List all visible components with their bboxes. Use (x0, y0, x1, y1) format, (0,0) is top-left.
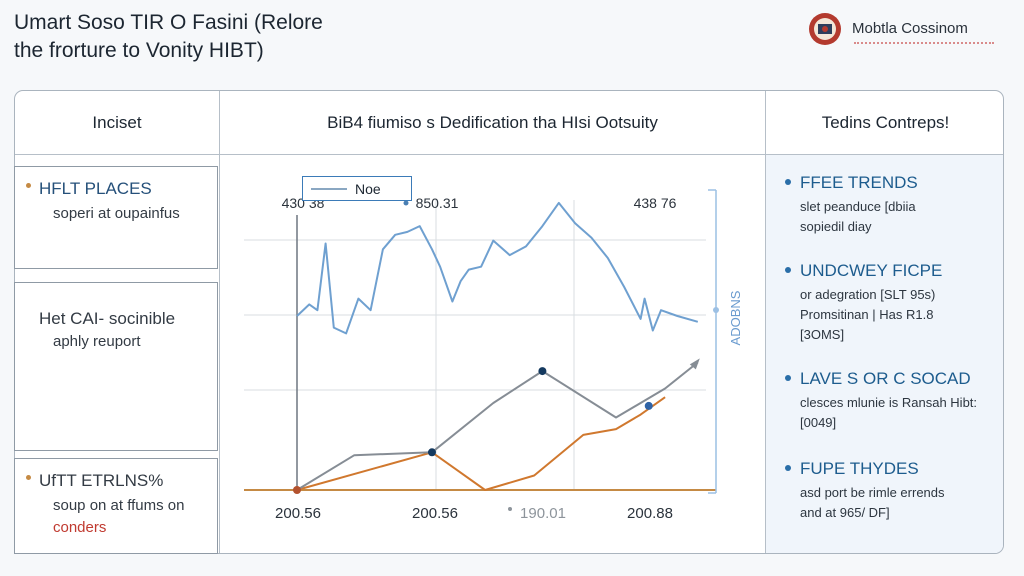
trend-detail: and at 965/ DF] (800, 505, 890, 520)
legend-swatch (311, 188, 347, 190)
trend-detail: [0049] (800, 415, 837, 430)
bullet-icon (26, 183, 31, 188)
data-point (293, 486, 301, 494)
x-tick-label: 200.56 (412, 505, 458, 522)
trends-column: FFEE TRENDS slet peanduce [dbiia sopiedi… (766, 155, 1003, 553)
trend-detail: slet peanduce [dbiia (800, 199, 916, 214)
trend-detail: or adegration [SLT 95s) (800, 287, 936, 302)
left-card-title: Het CAI- socinible (39, 309, 176, 328)
legend-label: Noe (355, 181, 381, 197)
left-card-title: HFLT PLACES (39, 179, 152, 198)
top-value-label: 438 76 (634, 195, 677, 211)
left-card-detail: aphly reuport (53, 333, 141, 350)
bullet-icon (785, 465, 791, 471)
column-divider (219, 91, 220, 553)
column-header-row: Inciset BiB4 fiumiso s Dedification tha … (15, 91, 1003, 155)
series-line-gray (296, 361, 699, 491)
left-card-detail: soup on at ffums on (53, 497, 185, 514)
top-value-label: 850.31 (416, 195, 459, 211)
trend-detail: sopiedil diay (800, 219, 872, 234)
label-dot (403, 200, 409, 206)
x-tick-label: 190.01 (520, 505, 566, 522)
trend-title: FFEE TRENDS (800, 173, 918, 192)
series-arrowhead (689, 358, 700, 370)
trend-detail: [3OMS] (800, 327, 845, 342)
data-point (427, 448, 436, 457)
left-card-detail: conders (53, 519, 107, 536)
series-line-blue (296, 201, 699, 335)
trend-title: LAVE S OR C SOCAD (800, 369, 971, 388)
left-card[interactable]: UfTT ETRLNS% soup on at ffums on conders (14, 458, 218, 554)
trend-detail: Promsitinan | Has R1.8 (800, 307, 934, 322)
page-title-line2: the frorture to Vonity HIBT) (14, 39, 264, 62)
chart-legend: Noe (302, 176, 412, 201)
brand-name: Mobtla Cossinom (852, 20, 968, 37)
y-axis-label: ADOBNS (728, 290, 743, 345)
column-divider (765, 91, 766, 553)
right-axis-marker (713, 307, 719, 313)
bullet-icon (785, 267, 791, 273)
data-point (644, 401, 653, 410)
series-line-orange (296, 396, 666, 491)
brand-logo-icon (809, 13, 841, 45)
page-title-line1: Umart Soso TIR O Fasini (Relore (14, 11, 323, 34)
left-column-header: Inciset (92, 113, 142, 132)
bullet-icon (785, 375, 791, 381)
label-dot (508, 507, 512, 511)
data-point (538, 367, 547, 376)
bullet-icon (26, 475, 31, 480)
brand-tagline-divider (854, 42, 994, 44)
trend-title: FUPE THYDES (800, 459, 919, 478)
trend-detail: clesces mlunie is Ransah Hibt: (800, 395, 978, 410)
center-column-header: BiB4 fiumiso s Dedification tha HIsi Oot… (327, 113, 658, 132)
left-card-detail: soperi at oupainfus (53, 205, 180, 222)
left-card-title: UfTT ETRLNS% (39, 471, 164, 490)
left-card[interactable]: HFLT PLACES soperi at oupainfus (14, 166, 218, 269)
bullet-icon (785, 179, 791, 185)
trend-title: UNDCWEY FICPE (800, 261, 943, 280)
x-tick-label: 200.56 (275, 505, 321, 522)
left-card[interactable]: Het CAI- socinible aphly reuport (14, 282, 218, 451)
x-tick-label: 200.88 (627, 505, 673, 522)
right-column-header: Tedins Contreps! (821, 113, 950, 132)
page-title: Umart Soso TIR O Fasini (Relore the fror… (14, 9, 323, 65)
brand: Mobtla Cossinom (808, 12, 1008, 52)
trend-detail: asd port be rimle errends (800, 485, 945, 500)
